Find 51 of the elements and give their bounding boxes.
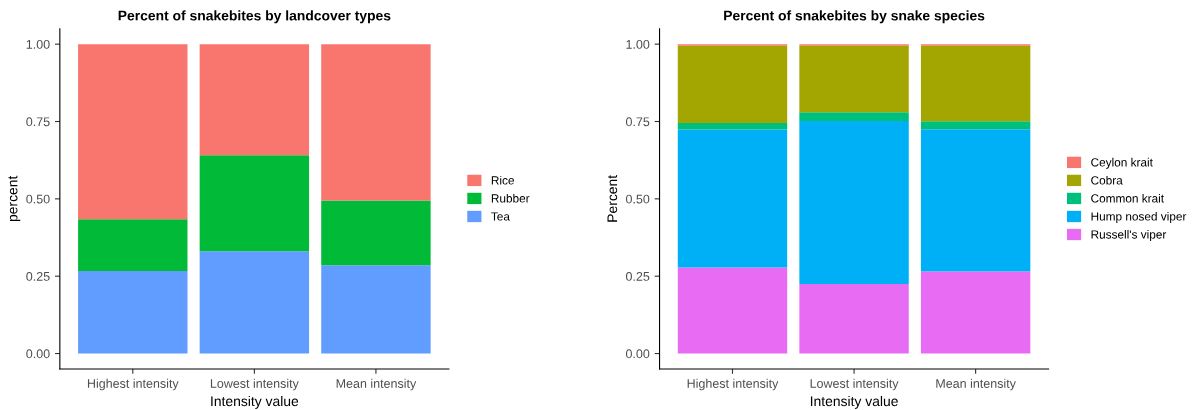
bar: [920, 121, 1031, 130]
y-tick-label: 0.00: [26, 349, 50, 359]
x-axis-title: Intensity value: [211, 395, 299, 409]
legend-label: Hump nosed viper: [1091, 211, 1187, 223]
y-tick-label: 0.50: [625, 194, 650, 204]
x-tick-label: Lowest intensity: [210, 378, 299, 391]
chart-title: Percent of snakebites by landcover types: [118, 10, 391, 24]
bar: [677, 45, 788, 124]
bar: [321, 44, 431, 201]
y-axis-title: percent: [8, 175, 21, 222]
y-tick-label: 1.00: [26, 39, 50, 49]
bar: [199, 155, 310, 252]
bar: [920, 271, 1031, 354]
x-tick-label: Highest intensity: [87, 378, 179, 391]
bar: [799, 283, 909, 354]
y-axis-title: Percent: [607, 175, 618, 222]
legend-label: Rubber: [491, 193, 530, 203]
bar: [799, 45, 909, 113]
legend-label: Common krait: [1091, 193, 1164, 203]
bar: [677, 267, 788, 354]
y-tick-label: 0.25: [625, 271, 650, 281]
x-tick-label: Highest intensity: [687, 378, 779, 391]
y-tick-label: 0.25: [26, 271, 50, 281]
x-tick-label: Mean intensity: [336, 378, 417, 391]
bar: [920, 129, 1031, 272]
bar: [321, 265, 431, 354]
x-axis-title: Intensity value: [810, 395, 898, 409]
bar: [78, 219, 188, 271]
legend-label: Russell's viper: [1091, 229, 1167, 241]
chart-title: Percent of snakebites by snake species: [724, 10, 985, 24]
legend-label: Cobra: [1091, 175, 1123, 185]
bar: [677, 123, 788, 130]
x-tick-label: Mean intensity: [936, 378, 1016, 391]
bar: [799, 112, 909, 121]
bar: [78, 270, 188, 354]
bar: [199, 251, 310, 354]
bar: [199, 44, 310, 156]
y-tick-label: 0.75: [26, 117, 50, 127]
bar: [920, 45, 1031, 122]
x-tick-label: Lowest intensity: [810, 378, 899, 391]
y-tick-label: 1.00: [626, 39, 650, 49]
legend-label: Rice: [491, 175, 514, 185]
y-tick-label: 0.75: [625, 117, 650, 127]
bar: [321, 200, 431, 266]
bar: [799, 120, 909, 284]
legend-label: Tea: [491, 212, 510, 221]
y-tick-label: 0.00: [625, 349, 650, 359]
bar: [78, 44, 188, 220]
bar: [677, 129, 788, 268]
y-tick-label: 0.50: [26, 194, 50, 204]
legend-label: Ceylon krait: [1091, 157, 1153, 169]
